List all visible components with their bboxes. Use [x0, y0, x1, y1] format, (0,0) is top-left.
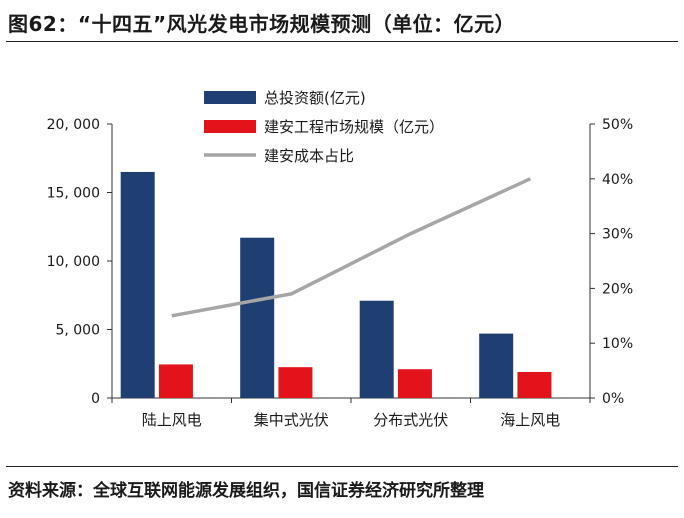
left-tick-label: 0 [91, 391, 100, 407]
figure-title: 图62：“十四五”风光发电市场规模预测（单位：亿元） [8, 12, 516, 36]
left-tick-label: 15, 000 [47, 186, 100, 202]
legend-label: 总投资额(亿元) [264, 89, 366, 107]
bar-construction-market [517, 371, 552, 398]
legend-swatch [204, 120, 256, 133]
bar-construction-market [397, 369, 432, 398]
legend-swatch [204, 91, 256, 104]
x-category-label: 陆上风电 [142, 411, 202, 429]
bar-total-investment [120, 171, 155, 398]
chart-legend: 总投资额(亿元) 建安工程市场规模（亿元） 建安成本占比 [204, 89, 444, 165]
chart-bars [120, 171, 552, 398]
legend-label: 建安工程市场规模（亿元） [264, 118, 444, 136]
chart-lines [171, 177, 531, 318]
left-tick-label: 20, 000 [47, 117, 100, 133]
legend-label: 建安成本占比 [264, 147, 354, 165]
left-tick-label: 5, 000 [55, 323, 100, 339]
x-category-label: 分布式光伏 [373, 411, 448, 429]
right-tick-label: 40% [602, 172, 633, 188]
right-tick-label: 0% [602, 391, 624, 407]
right-tick-label: 30% [602, 227, 633, 243]
right-tick-label: 20% [602, 281, 633, 297]
chart-axes: 0 5, 000 10, 000 15, 000 20, 000 0% 10% 20% 30% 4… [47, 117, 634, 429]
right-tick-label: 10% [602, 336, 633, 352]
source-rule [6, 466, 678, 467]
bar-total-investment [240, 237, 275, 398]
bar-total-investment [359, 300, 394, 398]
right-tick-label: 50% [602, 117, 633, 133]
bar-construction-market [278, 367, 313, 398]
source-note: 资料来源：全球互联网能源发展组织，国信证券经济研究所整理 [8, 481, 484, 501]
bar-construction-market [158, 364, 193, 398]
bar-total-investment [479, 333, 514, 398]
title-rule [6, 41, 678, 42]
x-category-label: 海上风电 [500, 411, 560, 429]
line-construction-cost-share [171, 177, 531, 318]
x-category-label: 集中式光伏 [254, 411, 329, 429]
left-tick-label: 10, 000 [47, 254, 100, 270]
